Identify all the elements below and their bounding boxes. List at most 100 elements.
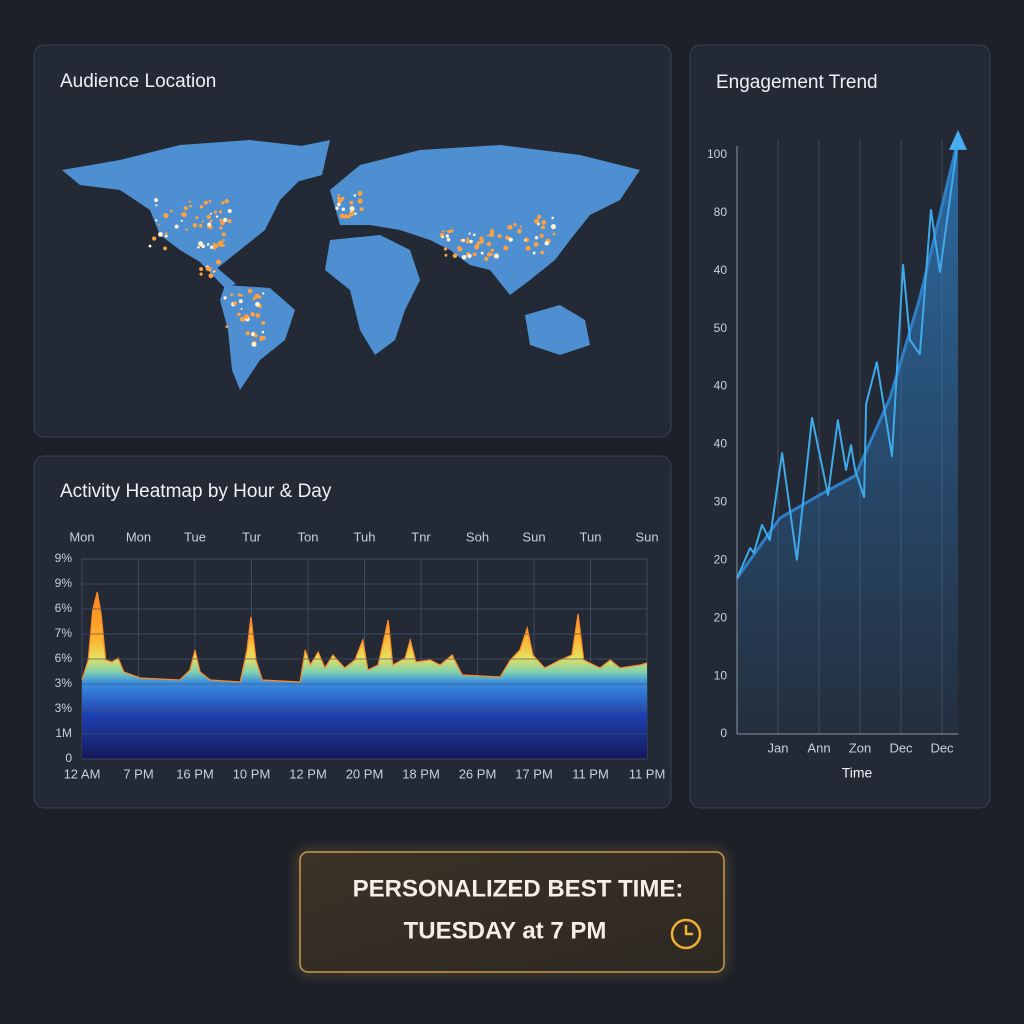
map-dot	[465, 239, 470, 244]
map-dot	[233, 301, 238, 306]
map-dot	[493, 253, 499, 259]
map-dot	[203, 200, 208, 205]
map-dot	[227, 208, 232, 214]
map-dot	[213, 243, 219, 249]
y-tick-label: 0	[65, 751, 72, 765]
map-dot	[207, 222, 212, 227]
map-dot	[349, 211, 354, 217]
map-dot	[486, 252, 492, 257]
map-dot	[517, 228, 522, 234]
x-tick-label: Ann	[807, 740, 830, 755]
x-tick-label: 12 AM	[64, 766, 101, 781]
map-dot	[208, 273, 214, 279]
map-dot	[198, 224, 203, 228]
map-dot	[206, 214, 211, 219]
y-tick-label: 6%	[55, 601, 73, 615]
map-dot	[209, 219, 213, 223]
map-dot	[469, 239, 473, 244]
x-tick-label: 16 PM	[176, 766, 214, 781]
map-dot	[497, 234, 502, 239]
day-label: Sun	[522, 529, 545, 544]
x-tick-label: 10 PM	[233, 766, 271, 781]
map-dot	[524, 239, 527, 242]
map-dot	[221, 232, 226, 237]
map-dot	[445, 234, 449, 238]
map-dot	[251, 332, 256, 336]
map-dot	[180, 219, 183, 222]
map-dot	[489, 229, 495, 234]
x-tick-label: Dec	[930, 740, 954, 755]
map-dot	[457, 246, 463, 252]
x-axis-label: Time	[842, 765, 873, 781]
y-tick-label: 7%	[55, 626, 73, 640]
y-tick-label: 6%	[55, 651, 73, 665]
x-tick-label: Dec	[889, 740, 913, 755]
y-tick-label: 40	[714, 379, 728, 393]
map-dot	[359, 206, 364, 212]
map-dot	[180, 212, 185, 216]
map-dot	[461, 254, 467, 260]
map-dot	[259, 337, 263, 341]
map-dot	[225, 325, 229, 329]
map-dot	[169, 209, 173, 213]
map-dot	[357, 198, 363, 204]
day-label: Tur	[242, 529, 262, 544]
map-dot	[255, 313, 261, 318]
map-dot	[213, 210, 217, 214]
map-dot	[197, 245, 200, 249]
y-tick-label: 3%	[55, 676, 73, 690]
map-dot	[188, 200, 192, 203]
map-dot	[339, 213, 345, 219]
x-tick-label: 26 PM	[459, 766, 497, 781]
map-dot	[201, 220, 204, 223]
map-dot	[347, 214, 351, 219]
map-dot	[534, 235, 539, 240]
map-dot	[255, 301, 260, 307]
map-dot	[353, 194, 357, 197]
map-dot	[223, 217, 228, 222]
map-dot	[486, 241, 492, 247]
map-dot	[198, 241, 204, 247]
map-dot	[550, 224, 556, 230]
map-dot	[441, 235, 444, 239]
map-dot	[536, 214, 542, 219]
map-dot	[508, 237, 513, 242]
map-dot	[487, 234, 490, 237]
callout-box	[299, 851, 725, 973]
map-dot	[245, 331, 250, 336]
map-dot	[199, 204, 204, 209]
y-tick-label: 50	[714, 321, 728, 335]
x-tick-label: 20 PM	[346, 766, 384, 781]
map-dot	[247, 288, 253, 294]
map-title: Audience Location	[60, 71, 216, 92]
map-dot	[164, 234, 168, 238]
map-dot	[183, 206, 188, 211]
map-dot	[254, 293, 260, 299]
y-tick-label: 100	[707, 147, 727, 161]
map-dot	[244, 314, 249, 319]
map-dot	[534, 218, 540, 224]
map-dot	[154, 219, 158, 222]
map-dot	[357, 191, 363, 196]
map-dot	[446, 237, 451, 242]
map-dot	[154, 198, 159, 203]
map-dot	[540, 250, 545, 255]
map-dot	[261, 330, 265, 334]
map-dot	[209, 245, 214, 250]
y-tick-label: 3%	[55, 701, 73, 715]
y-tick-label: 9%	[55, 551, 73, 565]
map-dot	[185, 228, 188, 231]
map-dot	[252, 298, 255, 301]
map-dot	[251, 342, 257, 347]
map-dot	[479, 236, 484, 241]
y-tick-label: 40	[714, 263, 728, 277]
map-dot	[222, 239, 225, 242]
map-dot	[199, 267, 203, 272]
y-tick-label: 20	[714, 610, 728, 624]
map-dot	[343, 214, 348, 219]
y-tick-label: 20	[714, 552, 728, 566]
map-dot	[164, 232, 168, 236]
map-dot	[533, 242, 539, 247]
callout-line: PERSONALIZED BEST TIME:	[353, 875, 684, 902]
